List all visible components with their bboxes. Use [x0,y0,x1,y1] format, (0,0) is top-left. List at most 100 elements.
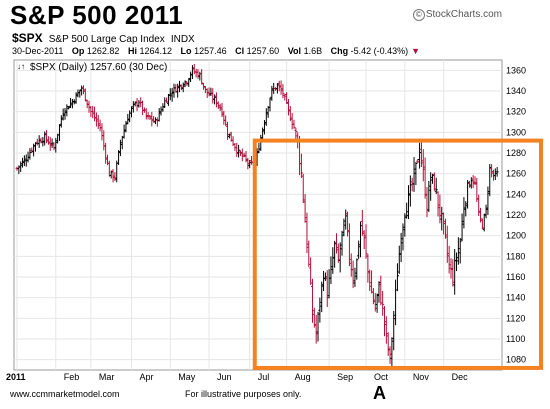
ohlc-bar [456,237,460,265]
y-tick-label: 1300 [506,127,526,137]
ohlc-bar [455,252,459,272]
ohlc-bar [181,82,185,93]
ohlc-bar [423,157,427,199]
ohlc-bar [94,112,98,127]
ohlc-bar [170,87,174,102]
y-tick-label: 1200 [506,231,526,241]
ohlc-bar [54,137,58,153]
x-tick-label: Apr [139,372,153,382]
ohlc-bar [270,85,274,101]
ohlc-bar [109,170,113,179]
ohlc-bar [74,92,78,104]
ohlc-bar [458,238,462,264]
vol-label: Vol [287,46,302,56]
ohlc-bar [30,147,34,154]
footer-website[interactable]: www.ccmmarketmodel.com [10,389,120,399]
ohlc-bar [189,71,193,83]
ohlc-bar [246,157,250,170]
ohlc-bar [118,139,122,157]
ohlc-bar [159,106,163,116]
logo-text: StockCharts.com [425,9,502,20]
ohlc-bar [333,240,337,268]
ohlc-bar [244,151,248,163]
ohlc-bar [163,97,167,108]
ohlc-bar [495,166,499,177]
legend: ↓↑ $SPX (Daily) 1257.60 (30 Dec) [17,62,167,73]
ohlc-bar [113,172,117,181]
ohlc-bar [214,92,218,108]
x-tick-label: Oct [374,372,389,382]
ohlc-bar [329,256,333,285]
ohlc-bar [460,213,464,242]
chg-label: Chg [330,46,349,56]
ohlc-bar [438,194,442,224]
ohlc-bar [80,85,84,96]
y-tick-label: 1180 [506,251,525,261]
ohlc-bar [408,175,412,207]
ohlc-bar [323,272,327,281]
ohlc-bar [403,213,407,237]
ohlc-bar [299,153,303,178]
ohlc-bar [488,164,492,197]
ohlc-bar [172,83,176,98]
ohlc-bar [493,168,497,180]
ohlc-bar [362,230,366,250]
symbol-header: $SPX S&P 500 Large Cap Index INDX [12,31,195,45]
ohlc-bar [338,242,342,273]
ohlc-bar [213,94,217,105]
ohlc-bar [161,103,165,112]
ohlc-bar [410,177,414,192]
ohlc-bar [264,108,268,126]
quote-line: 30-Dec-2011 Op 1262.82 Hi 1264.12 Lo 125… [12,46,420,56]
lo-value: 1257.46 [194,46,227,56]
ohlc-bar [401,223,405,251]
ohlc-bar [447,245,451,274]
ohlc-bar [346,211,350,237]
ohlc-bar [137,100,141,108]
ohlc-bar [190,65,194,80]
ohlc-bar [358,221,362,258]
ohlc-bar [69,97,73,109]
ohlc-bar [227,133,231,139]
ohlc-bar [178,80,182,93]
stockcharts-logo[interactable]: © StockCharts.com [412,9,502,21]
ohlc-bar [81,85,85,95]
ohlc-bar [342,218,346,237]
ohlc-bar [235,142,239,157]
y-tick-label: 1120 [506,313,525,323]
ohlc-bar [407,185,411,220]
ohlc-bar [226,121,230,140]
ohlc-bar [83,88,87,102]
ohlc-bar [250,156,254,165]
vol-value: 1.6B [303,46,323,56]
ohlc-bar [222,110,226,125]
ohlc-bar [432,172,436,191]
ohlc-bar [144,108,148,120]
ohlc-bar [146,111,150,120]
ohlc-bar [451,259,455,287]
ohlc-bar [357,240,361,259]
ohlc-bar [334,233,338,254]
ohlc-bar [166,93,170,106]
ohlc-bar [41,136,45,147]
ohlc-bar [91,105,95,119]
ohlc-bar [65,104,69,117]
ohlc-bar [466,180,470,209]
ohlc-bar [464,201,468,217]
ohlc-bar [384,316,388,344]
lo-label: Lo [180,46,192,56]
hi-value: 1264.12 [139,46,173,56]
ohlc-bar [85,99,89,109]
x-tick-label: Nov [413,372,430,382]
ohlc-bar [436,191,440,217]
x-tick-label: Mar [99,372,115,382]
y-tick-label: 1100 [506,334,525,344]
ohlc-bar [388,346,392,364]
op-label: Op [71,46,85,56]
ohlc-bar [261,127,265,141]
ohlc-bar [87,100,91,113]
ohlc-bar [467,180,471,188]
ohlc-bar [257,142,261,154]
ohlc-bar [150,111,154,127]
